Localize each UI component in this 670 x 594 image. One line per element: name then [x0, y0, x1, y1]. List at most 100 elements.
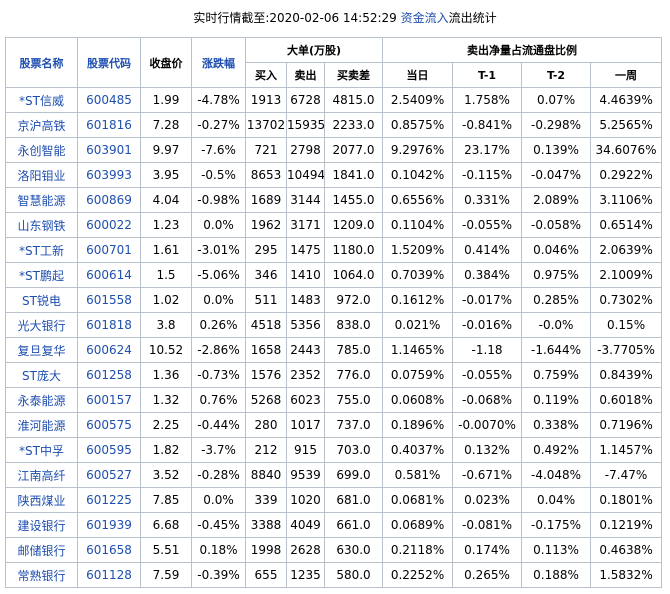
cell: -4.048%	[521, 462, 592, 488]
stock-name[interactable]: 常熟银行	[5, 562, 78, 588]
stock-name[interactable]: 建设银行	[5, 512, 78, 538]
stock-code[interactable]: 601939	[77, 512, 141, 538]
stock-name[interactable]: 山东钢铁	[5, 212, 78, 238]
cell: 1.5209%	[382, 237, 454, 263]
stock-code[interactable]: 600614	[77, 262, 141, 288]
column-header[interactable]: 涨跌幅	[191, 37, 246, 88]
stock-code[interactable]: 601128	[77, 562, 141, 588]
cell: 1962	[245, 212, 287, 238]
cell: -0.44%	[191, 412, 246, 438]
stock-name[interactable]: 光大银行	[5, 312, 78, 338]
cell: 1.02	[140, 287, 192, 313]
data-row: 洛阳钼业 603993 3.95 -0.5% 8653 10494 1841.0 0.1042…	[5, 162, 663, 188]
stock-code[interactable]: 600595	[77, 437, 141, 463]
cell: 0.046%	[521, 237, 592, 263]
cell: 0.975%	[521, 262, 592, 288]
cell: 6.68	[140, 512, 192, 538]
column-header[interactable]: 股票名称	[5, 37, 78, 88]
cell: 0.15%	[590, 312, 663, 338]
cell: 339	[245, 487, 287, 513]
stock-code[interactable]: 601818	[77, 312, 141, 338]
column-header: 当日	[382, 62, 454, 88]
cell: 0.6556%	[382, 187, 454, 213]
stock-name[interactable]: 邮储银行	[5, 537, 78, 563]
header-row: 买入 卖出 买卖差 当日 T-1 T-2 一周	[6, 62, 663, 88]
cell: 295	[245, 237, 287, 263]
data-row: 永泰能源 600157 1.32 0.76% 5268 6023 755.0 0.0608% -…	[5, 387, 663, 413]
cell: -0.175%	[521, 512, 592, 538]
stock-code[interactable]: 600701	[77, 237, 141, 263]
cell: 13702	[245, 112, 287, 138]
stock-name[interactable]: 永泰能源	[5, 387, 78, 413]
cell: 721	[245, 137, 287, 163]
data-row: ST庞大 601258 1.36 -0.73% 1576 2352 776.0 0.0759%…	[5, 362, 663, 388]
stock-name[interactable]: *ST工新	[5, 237, 78, 263]
cell: -0.047%	[521, 162, 592, 188]
cell: 7.28	[140, 112, 192, 138]
stock-name[interactable]: *ST中孚	[5, 437, 78, 463]
stock-code[interactable]: 603901	[77, 137, 141, 163]
stock-name[interactable]: 陕西煤业	[5, 487, 78, 513]
stock-code[interactable]: 600869	[77, 187, 141, 213]
cell: 3.1106%	[590, 187, 663, 213]
stock-code[interactable]: 600485	[77, 87, 141, 113]
cell: 2443	[286, 337, 325, 363]
stock-name[interactable]: 洛阳钼业	[5, 162, 78, 188]
cell: 0.8575%	[382, 112, 454, 138]
cell: -5.06%	[191, 262, 246, 288]
data-row: 江南高纤 600527 3.52 -0.28% 8840 9539 699.0 0.581% -…	[5, 462, 663, 488]
stock-code[interactable]: 601258	[77, 362, 141, 388]
cell: -0.016%	[452, 312, 523, 338]
cell: -3.7705%	[590, 337, 663, 363]
stock-code[interactable]: 601225	[77, 487, 141, 513]
stock-name[interactable]: 智慧能源	[5, 187, 78, 213]
cell: 15935	[286, 112, 325, 138]
title-link[interactable]: 资金流入	[400, 11, 449, 25]
stock-code[interactable]: 601558	[77, 287, 141, 313]
cell: -0.45%	[191, 512, 246, 538]
stock-name[interactable]: ST庞大	[5, 362, 78, 388]
stock-name[interactable]: *ST鹏起	[5, 262, 78, 288]
stock-code[interactable]: 600624	[77, 337, 141, 363]
stock-code[interactable]: 603993	[77, 162, 141, 188]
stock-name[interactable]: 京沪高铁	[5, 112, 78, 138]
stock-name[interactable]: 江南高纤	[5, 462, 78, 488]
stock-code[interactable]: 601658	[77, 537, 141, 563]
cell: 6023	[286, 387, 325, 413]
stock-name[interactable]: *ST信威	[5, 87, 78, 113]
cell: 7.85	[140, 487, 192, 513]
cell: 2798	[286, 137, 325, 163]
cell: 3.95	[140, 162, 192, 188]
stock-code[interactable]: 601816	[77, 112, 141, 138]
cell: 1180.0	[323, 237, 384, 263]
cell: 34.6076%	[590, 137, 663, 163]
cell: 0.113%	[521, 537, 592, 563]
cell: 0.0608%	[382, 387, 454, 413]
stock-name[interactable]: ST锐电	[5, 287, 78, 313]
stock-code[interactable]: 600157	[77, 387, 141, 413]
cell: 4049	[286, 512, 325, 538]
cell: -0.068%	[452, 387, 523, 413]
cell: 0.0%	[191, 287, 246, 313]
cell: 9.2976%	[382, 137, 454, 163]
stock-name[interactable]: 永创智能	[5, 137, 78, 163]
cell: 0.285%	[521, 287, 592, 313]
cell: 0.2252%	[382, 562, 454, 588]
cell: -1.644%	[521, 337, 592, 363]
column-header[interactable]: 股票代码	[77, 37, 141, 88]
cell: 0.7039%	[382, 262, 454, 288]
cell: 2.25	[140, 412, 192, 438]
stock-code[interactable]: 600575	[77, 412, 141, 438]
stock-name[interactable]: 复旦复华	[5, 337, 78, 363]
cell: 580.0	[323, 562, 384, 588]
cell: 4815.0	[323, 87, 384, 113]
cell: 1.5832%	[590, 562, 663, 588]
stock-code[interactable]: 600527	[77, 462, 141, 488]
stock-name[interactable]: 淮河能源	[5, 412, 78, 438]
cell: 0.18%	[191, 537, 246, 563]
stock-code[interactable]: 600022	[77, 212, 141, 238]
cell: 0.265%	[452, 562, 523, 588]
cell: 2.089%	[521, 187, 592, 213]
cell: 1.758%	[452, 87, 523, 113]
cell: 0.1042%	[382, 162, 454, 188]
